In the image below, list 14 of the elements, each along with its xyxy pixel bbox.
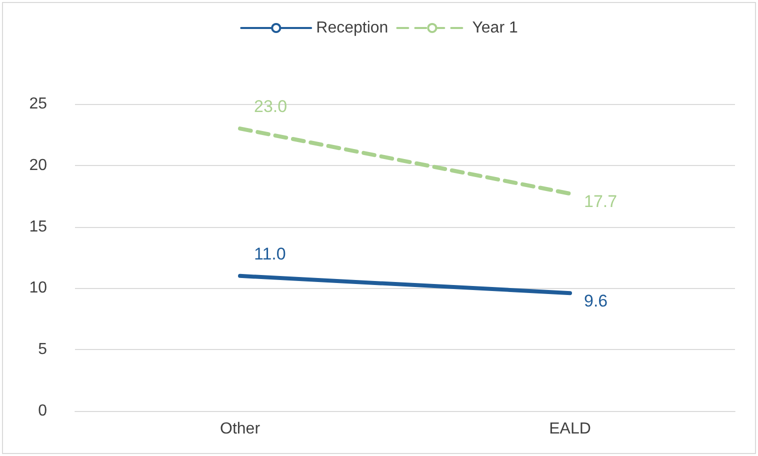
legend-label: Reception xyxy=(316,20,388,36)
y-tick-label: 20 xyxy=(29,156,48,174)
data-label: 23.0 xyxy=(254,97,288,116)
y-tick-label: 25 xyxy=(29,96,48,112)
data-label: 9.6 xyxy=(584,292,608,311)
data-label: 17.7 xyxy=(584,192,618,212)
data-label: 11.0 xyxy=(254,244,286,264)
x-tick-label: EALD xyxy=(549,420,591,438)
x-tick-label: Other xyxy=(220,420,261,438)
legend-label: Year 1 xyxy=(472,20,518,36)
y-tick-label: 10 xyxy=(29,280,48,297)
y-tick-label: 5 xyxy=(38,341,48,358)
y-tick-label: 15 xyxy=(29,218,48,236)
y-tick-label: 0 xyxy=(38,402,48,420)
